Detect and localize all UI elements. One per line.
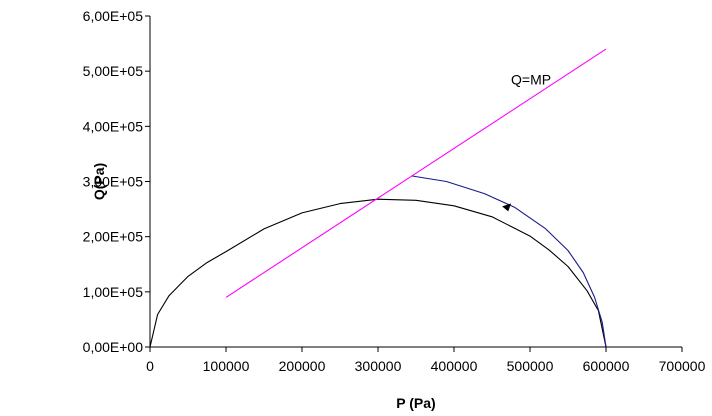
y-tick-label: 3,00E+05 (83, 174, 144, 190)
x-tick-label: 0 (146, 358, 154, 374)
y-tick-label: 6,00E+05 (83, 8, 144, 24)
series-line-0 (149, 198, 607, 348)
x-tick-label: 300000 (355, 358, 402, 374)
series-layer (149, 48, 607, 348)
y-tick-label: 0,00E+00 (83, 339, 144, 355)
plot-area: 0 100000 200000 300000 400000 500000 600000 700… (83, 8, 706, 374)
x-tick-label: 600000 (583, 358, 630, 374)
x-tick-label: 700000 (659, 358, 706, 374)
y-tick-label: 2,00E+05 (83, 229, 144, 245)
x-axis-title: P (Pa) (396, 395, 435, 411)
y-tick-label: 1,00E+05 (83, 284, 144, 300)
arrow-layer (502, 203, 512, 212)
x-tick-label: 200000 (279, 358, 326, 374)
y-tick-label: 5,00E+05 (83, 63, 144, 79)
series-line-1 (225, 48, 607, 298)
y-axis-title: Q(Pa) (91, 163, 107, 200)
x-tick-label: 400000 (431, 358, 478, 374)
x-ticks: 0 100000 200000 300000 400000 500000 600000 700… (146, 347, 706, 374)
y-tick-label: 4,00E+05 (83, 118, 144, 134)
annotation-qmp: Q=MP (511, 71, 551, 87)
y-ticks: 0,00E+00 1,00E+05 2,00E+05 3,00E+05 4,00E+05… (83, 8, 150, 355)
x-tick-label: 500000 (507, 358, 554, 374)
x-tick-label: 100000 (203, 358, 250, 374)
series-line-2 (412, 175, 607, 348)
direction-arrow (502, 203, 512, 212)
